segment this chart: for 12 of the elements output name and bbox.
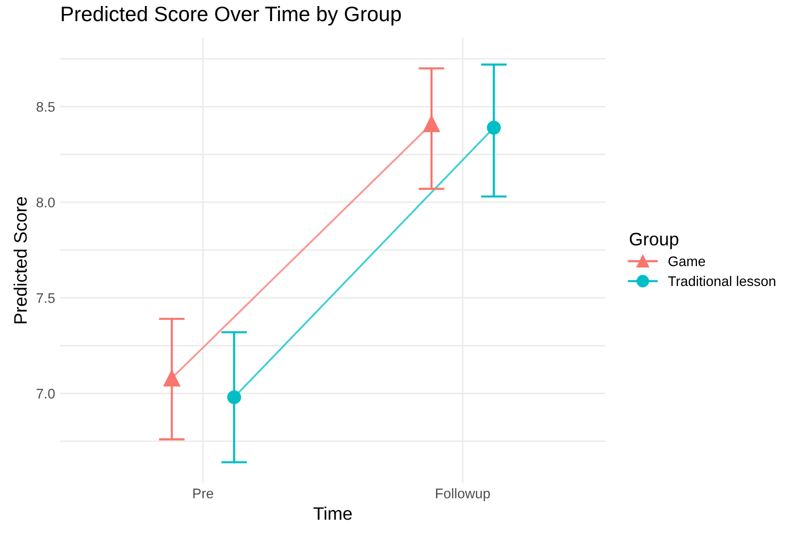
x-tick-label: Pre xyxy=(193,488,214,498)
y-tick-label: 7.5 xyxy=(36,293,55,304)
y-tick-label: 8.5 xyxy=(36,102,55,112)
y-tick-label: 8.0 xyxy=(36,198,55,208)
x-axis-title: Time xyxy=(314,506,352,520)
y-tick-label: 7.0 xyxy=(36,388,55,399)
chart-title: Predicted Score Over Time by Group xyxy=(62,6,401,26)
x-tick-label: Followup xyxy=(436,488,490,502)
legend-label: Traditional lesson xyxy=(668,276,776,286)
legend-title: Group xyxy=(630,232,678,250)
legend-label: Game xyxy=(668,256,706,266)
y-axis-title: Predicted Score xyxy=(14,197,27,324)
